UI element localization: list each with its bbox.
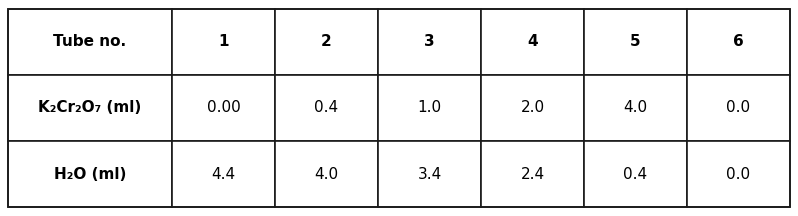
Bar	[172, 141, 275, 207]
Bar	[481, 75, 584, 141]
Bar	[8, 75, 172, 141]
Text: 0.00: 0.00	[207, 100, 240, 116]
Text: 0.0: 0.0	[726, 167, 751, 182]
Bar	[275, 9, 378, 75]
Text: 2.4: 2.4	[520, 167, 544, 182]
Text: 3: 3	[424, 34, 435, 49]
Text: 2.0: 2.0	[520, 100, 544, 116]
Bar	[8, 141, 172, 207]
Bar	[481, 9, 584, 75]
Bar	[172, 75, 275, 141]
Bar	[8, 9, 172, 75]
Text: 6: 6	[733, 34, 744, 49]
Bar	[378, 9, 481, 75]
Text: 0.4: 0.4	[623, 167, 647, 182]
Bar	[275, 141, 378, 207]
Bar	[584, 141, 687, 207]
Bar	[687, 75, 790, 141]
Text: 4.4: 4.4	[211, 167, 235, 182]
Bar	[584, 75, 687, 141]
Text: K₂Cr₂O₇ (ml): K₂Cr₂O₇ (ml)	[38, 100, 141, 116]
Bar	[584, 9, 687, 75]
Text: 0.0: 0.0	[726, 100, 751, 116]
Text: H₂O (ml): H₂O (ml)	[53, 167, 126, 182]
Text: 4.0: 4.0	[623, 100, 647, 116]
Text: 4.0: 4.0	[314, 167, 338, 182]
Bar	[481, 141, 584, 207]
Bar	[687, 141, 790, 207]
Bar	[378, 75, 481, 141]
Text: 2: 2	[321, 34, 332, 49]
Bar	[275, 75, 378, 141]
Text: 3.4: 3.4	[417, 167, 441, 182]
Text: 1: 1	[218, 34, 229, 49]
Text: 5: 5	[630, 34, 641, 49]
Text: 4: 4	[527, 34, 538, 49]
Text: Tube no.: Tube no.	[53, 34, 127, 49]
Bar	[687, 9, 790, 75]
Text: 1.0: 1.0	[417, 100, 441, 116]
Text: 0.4: 0.4	[314, 100, 338, 116]
Bar	[172, 9, 275, 75]
Bar	[378, 141, 481, 207]
